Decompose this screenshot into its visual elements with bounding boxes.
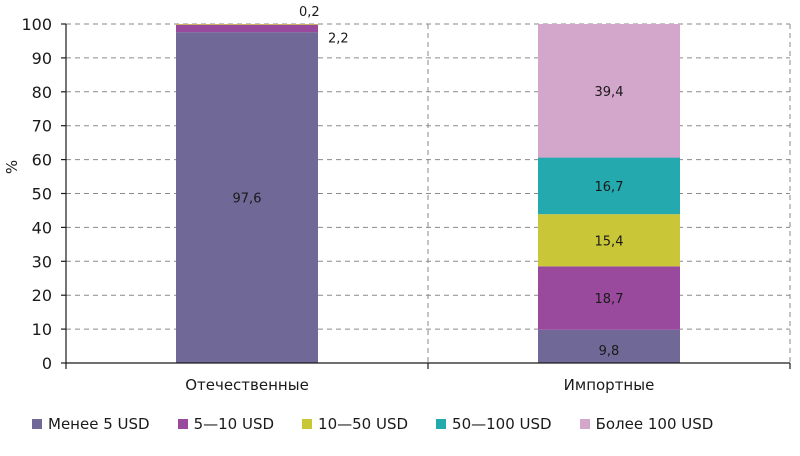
value-label: 9,8 (599, 344, 620, 359)
value-label: 18,7 (595, 292, 624, 307)
grid-lines (66, 23, 791, 363)
legend-swatch (177, 419, 188, 429)
x-category-label: Отечественные (185, 376, 309, 394)
bar-segment (538, 266, 680, 330)
legend-item: 50—100 USD (436, 415, 552, 433)
legend-item: Менее 5 USD (32, 415, 150, 433)
legend-label: 5—10 USD (193, 415, 275, 433)
legend-label: Менее 5 USD (48, 415, 150, 433)
bar-segment (538, 24, 680, 158)
y-tick-label: 50 (32, 185, 52, 204)
legend-label: 10—50 USD (318, 415, 409, 433)
legend-swatch (436, 419, 447, 429)
y-tick-label: 20 (32, 286, 52, 305)
value-label: 2,2 (328, 32, 349, 47)
y-axis-label: % (3, 160, 21, 174)
bar-segment (538, 157, 680, 215)
legend-label: Более 100 USD (595, 415, 714, 433)
legend-item: Более 100 USD (579, 415, 714, 433)
value-labels: 97,6 2,2 0,2 9,8 18,7 15,4 16,7 39,4 (233, 5, 624, 359)
legend-label: 50—100 USD (452, 415, 552, 433)
value-label: 97,6 (233, 192, 262, 207)
legend-item: 5—10 USD (177, 415, 275, 433)
y-tick-label: 100 (21, 15, 52, 34)
bar-segment (176, 24, 318, 25)
y-tick-labels: 0 10 20 30 40 50 60 70 80 90 100 (21, 15, 52, 373)
value-label: 15,4 (595, 234, 624, 249)
value-label: 16,7 (595, 180, 624, 195)
legend: Менее 5 USD 5—10 USD 10—50 USD 50—100 USD Бо… (32, 412, 792, 436)
y-tick-label: 70 (32, 117, 52, 136)
legend-swatch (32, 419, 42, 429)
y-tick-label: 60 (32, 151, 52, 170)
legend-item: 10—50 USD (302, 415, 408, 433)
axes (61, 23, 791, 369)
bars (176, 24, 680, 364)
bar-segment (176, 32, 318, 364)
bar-segment (538, 214, 680, 267)
value-label: 39,4 (595, 85, 624, 100)
y-tick-label: 30 (32, 252, 52, 271)
x-category-labels: Отечественные Импортные (185, 376, 654, 394)
legend-swatch (302, 419, 313, 429)
y-tick-label: 80 (32, 83, 52, 102)
x-category-label: Импортные (564, 376, 655, 394)
bar-segment (538, 329, 680, 363)
legend-swatch (579, 419, 590, 429)
y-tick-label: 10 (32, 320, 52, 339)
y-tick-label: 0 (42, 354, 52, 373)
y-tick-label: 40 (32, 218, 52, 237)
bar-segment (176, 24, 318, 33)
value-label: 0,2 (299, 5, 320, 20)
y-tick-label: 90 (32, 49, 52, 68)
